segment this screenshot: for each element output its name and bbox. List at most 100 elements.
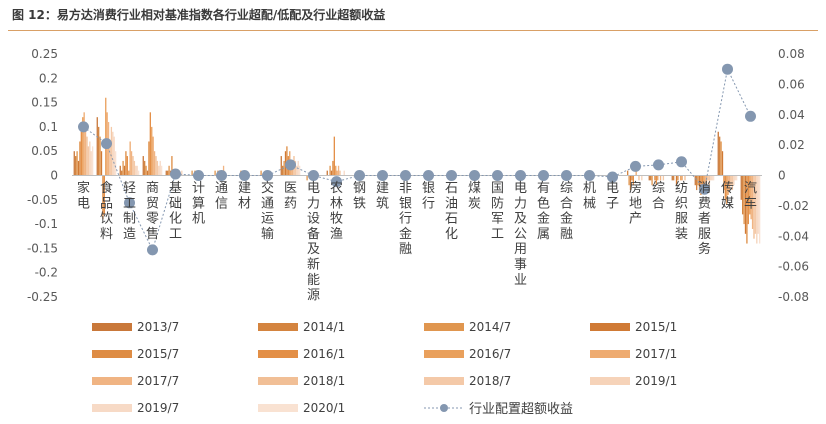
category-label: 食品饮料 <box>100 180 113 242</box>
bar-轻工制造-2017/1 <box>129 141 131 176</box>
left-axis-tick-label: 0.2 <box>39 71 58 85</box>
category-label: 轻工制造 <box>123 181 136 242</box>
right-axis-tick-label: -0.04 <box>778 229 809 243</box>
category-label: 基础化工 <box>169 181 182 242</box>
bar-汽车-2015/1 <box>744 175 747 234</box>
legend-swatch-2018/7 <box>424 377 464 385</box>
legend-swatch-2015/7 <box>92 350 132 358</box>
bar-汽车-2018/1 <box>753 175 755 239</box>
legend-label: 2014/7 <box>469 320 511 334</box>
bar-消费者服务-2019/1 <box>710 175 712 181</box>
bar-家电-2014/1 <box>75 156 77 176</box>
right-axis-tick-label: -0.02 <box>778 199 809 213</box>
bar-计算机-2014/7 <box>191 170 193 176</box>
excess-return-point-非银行金融 <box>400 170 411 181</box>
bar-消费者服务-2014/7 <box>697 175 699 186</box>
bar-轻工制造-2018/1 <box>132 156 134 176</box>
bar-食品饮料-2014/7 <box>99 136 101 176</box>
category-label: 综合 <box>652 181 665 211</box>
excess-return-point-机械 <box>584 170 595 181</box>
bar-基础化工-2019/1 <box>181 170 183 176</box>
bar-消费者服务-2016/7 <box>703 175 705 186</box>
bar-医药-2014/1 <box>282 165 284 176</box>
bar-家电-2018/1 <box>86 136 88 176</box>
bar-家电-2015/7 <box>79 141 81 176</box>
bar-家电-2017/7 <box>84 126 87 176</box>
bar-食品饮料-2019/1 <box>112 131 114 176</box>
legend-swatch-2015/1 <box>590 323 630 331</box>
bar-房地产-2015/7 <box>631 175 633 181</box>
bar-食品饮料-2019/7 <box>113 136 115 176</box>
category-label: 交通运输 <box>261 180 274 242</box>
legend-swatch-2019/1 <box>590 377 630 385</box>
bar-食品饮料-2015/7 <box>102 175 104 220</box>
bar-消费者服务-2013/7 <box>694 175 696 186</box>
bar-传媒-2016/7 <box>726 175 728 205</box>
bar-食品饮料-2018/7 <box>110 126 113 176</box>
legend-swatch-2017/7 <box>92 377 132 385</box>
category-label: 传媒 <box>721 181 734 211</box>
category-label: 通信 <box>215 181 228 211</box>
category-label: 农林牧渔 <box>330 181 343 242</box>
excess-return-point-基础化工 <box>170 168 181 180</box>
excess-return-point-汽车 <box>745 110 756 122</box>
bar-交通运输-2014/7 <box>260 170 262 176</box>
bar-商贸零售-2013/7 <box>142 156 144 176</box>
legend-label: 2013/7 <box>137 320 179 334</box>
bar-食品饮料-2015/1 <box>100 151 103 176</box>
bar-农林牧渔-2014/7 <box>329 165 331 176</box>
category-label: 汽车 <box>744 181 757 211</box>
legend-label: 2015/7 <box>137 347 179 361</box>
right-axis-tick-label: 0 <box>778 169 786 183</box>
category-label: 计算机 <box>192 181 205 227</box>
excess-return-line <box>83 67 751 252</box>
bar-基础化工-2014/1 <box>167 170 169 176</box>
bar-轻工制造-2014/7 <box>122 160 124 176</box>
right-axis-tick-label: 0.06 <box>778 77 805 91</box>
category-label: 国防军工 <box>491 181 504 242</box>
bar-医药-2017/7 <box>291 165 294 176</box>
legend-label: 2018/1 <box>303 374 345 388</box>
category-label: 商贸零售 <box>146 181 159 242</box>
bar-轻工制造-2015/7 <box>125 151 127 176</box>
bar-汽车-2017/1 <box>750 175 752 220</box>
excess-return-point-交通运输 <box>262 170 273 181</box>
excess-return-point-传媒 <box>722 63 733 75</box>
bar-家电-2015/1 <box>77 160 80 176</box>
bar-医药-2018/7 <box>294 160 297 176</box>
bar-农林牧渔-2016/1 <box>333 136 335 176</box>
bar-综合-2016/7 <box>657 175 659 181</box>
legend-label: 2016/1 <box>303 347 345 361</box>
bar-纺织服装-2016/7 <box>680 175 682 181</box>
category-label: 电力设备及新能源 <box>307 181 320 303</box>
bar-消费者服务-2017/7 <box>705 175 708 186</box>
legend-swatch-2020/1 <box>258 404 298 412</box>
bar-家电-2019/1 <box>89 141 91 176</box>
bar-纺织服装-2015/7 <box>677 175 679 181</box>
legend-label: 2019/7 <box>137 401 179 415</box>
bar-商贸零售-2018/7 <box>156 160 159 176</box>
bar-汽车-2013/7 <box>740 175 742 200</box>
excess-return-point-有色金属 <box>538 170 549 181</box>
bar-汽车-2019/1 <box>756 175 758 244</box>
bar-房地产-2014/7 <box>628 175 630 186</box>
bar-传媒-2013/7 <box>717 131 719 176</box>
bar-医药-2013/7 <box>280 156 282 176</box>
category-label: 纺织服装 <box>675 181 688 242</box>
bar-家电-2016/7 <box>82 117 84 176</box>
category-label: 消费者服务 <box>698 181 711 257</box>
bar-纺织服装-2015/1 <box>675 175 678 186</box>
left-axis-tick-label: -0.05 <box>27 193 58 207</box>
excess-return-point-石油石化 <box>446 170 457 181</box>
bar-家电-2016/1 <box>80 131 82 176</box>
bar-食品饮料-2014/1 <box>98 126 100 176</box>
excess-return-point-建筑 <box>377 170 388 181</box>
bar-基础化工-2013/7 <box>165 170 167 176</box>
bar-综合-2014/1 <box>650 175 652 181</box>
bar-基础化工-2015/7 <box>171 156 173 176</box>
excess-return-point-计算机 <box>193 170 204 181</box>
bar-农林牧渔-2017/1 <box>336 170 338 176</box>
left-axis-tick-label: -0.25 <box>27 290 58 304</box>
bar-房地产-2016/1 <box>632 175 634 186</box>
bar-基础化工-2014/7 <box>168 165 170 176</box>
